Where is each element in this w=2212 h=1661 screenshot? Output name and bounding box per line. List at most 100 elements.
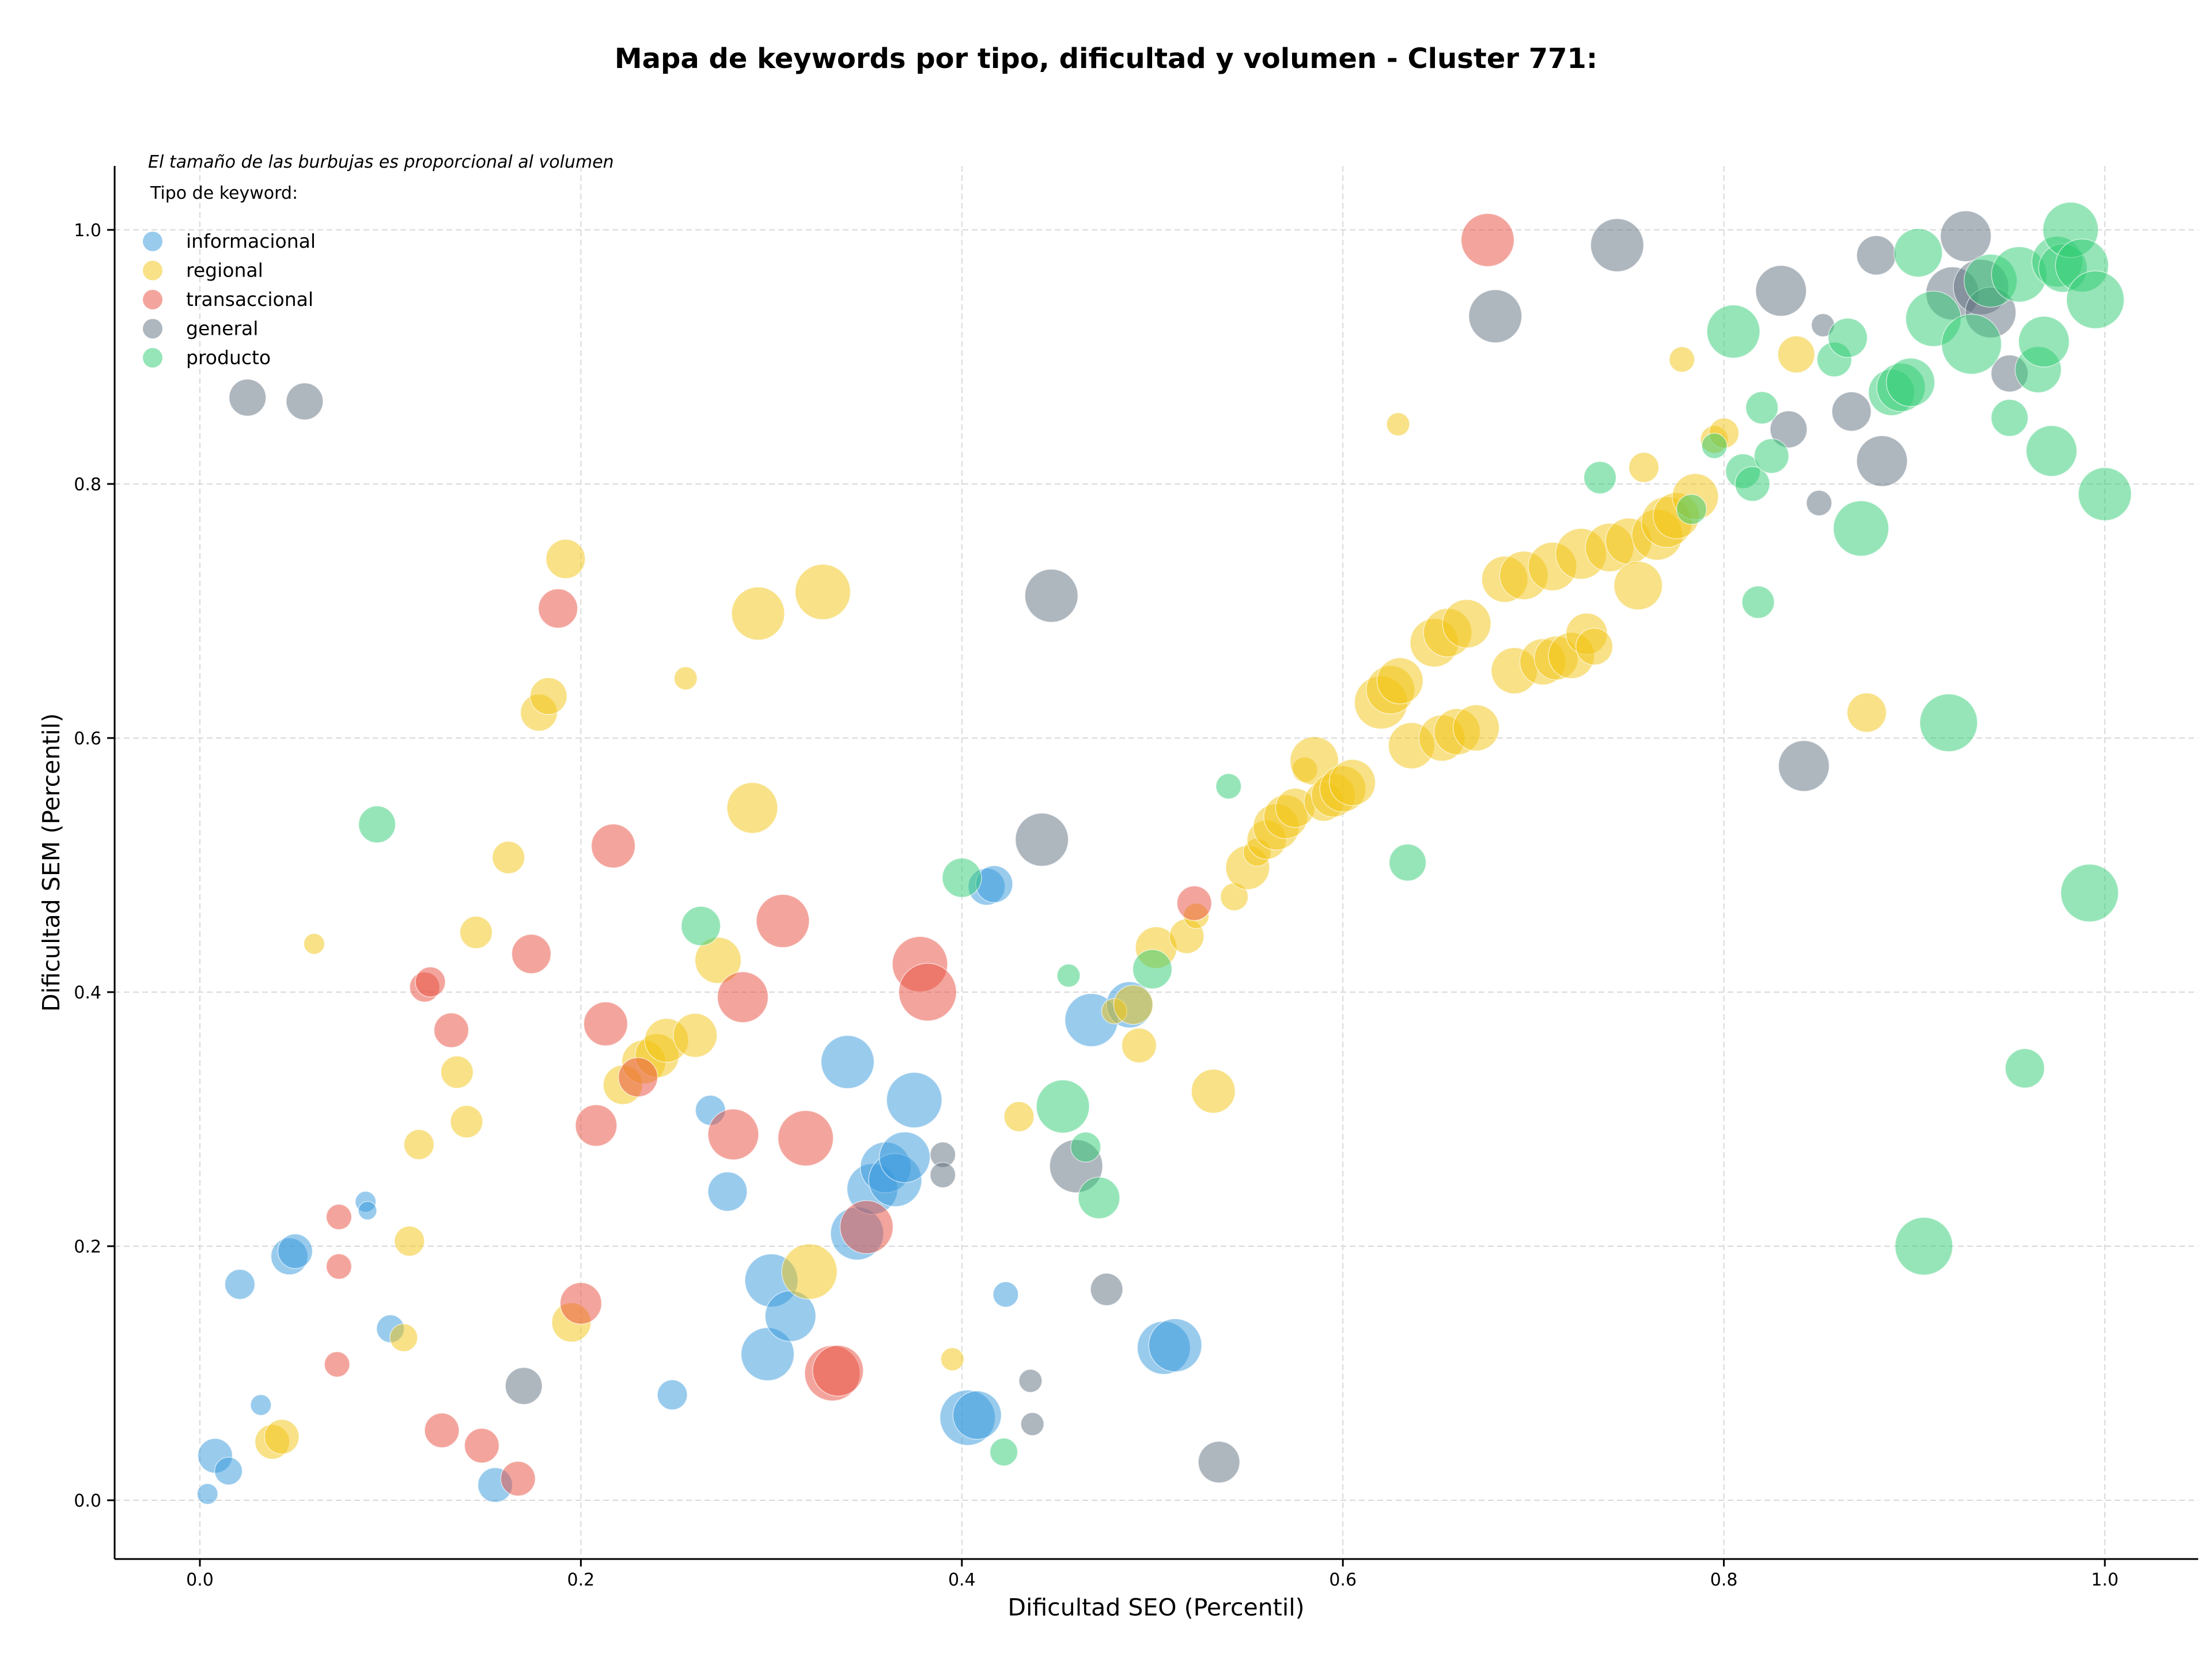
data-point-producto: [989, 1437, 1018, 1466]
data-point-regional: [1328, 759, 1376, 806]
legend-label-regional: regional: [186, 259, 263, 282]
y-tick-label: 0.6: [74, 729, 101, 749]
data-point-transaccional: [415, 966, 446, 998]
data-point-transaccional: [464, 1428, 500, 1463]
legend-label-general: general: [186, 317, 258, 340]
data-point-producto: [358, 805, 396, 843]
data-point-producto: [1832, 500, 1889, 557]
data-point-general: [1940, 210, 1992, 262]
data-point-transaccional: [511, 934, 552, 974]
data-point-transaccional: [583, 1001, 628, 1046]
data-point-transaccional: [1460, 213, 1515, 267]
legend-label-producto: producto: [186, 346, 271, 369]
data-point-informacional: [1148, 1318, 1202, 1372]
x-tick-label: 0.2: [567, 1570, 595, 1590]
data-points: [196, 202, 2132, 1505]
data-point-general: [929, 1161, 956, 1189]
data-point-regional: [673, 666, 698, 691]
data-point-producto: [1734, 466, 1770, 502]
data-point-regional: [1575, 627, 1613, 665]
data-point-general: [1806, 490, 1832, 516]
data-point-producto: [1990, 399, 2029, 437]
chart-title: Mapa de keywords por tipo, dificultad y …: [615, 43, 1597, 75]
data-point-producto: [680, 906, 721, 947]
legend-marker-regional: [143, 260, 162, 281]
data-point-producto: [2066, 270, 2125, 330]
data-point-informacional: [975, 865, 1013, 903]
data-point-informacional: [886, 1072, 942, 1129]
y-tick-label: 0.0: [74, 1491, 101, 1511]
data-point-producto: [1706, 304, 1760, 359]
data-point-informacional: [657, 1379, 688, 1410]
data-point-producto: [1132, 949, 1173, 990]
data-point-transaccional: [618, 1057, 658, 1098]
y-tick-label: 0.8: [74, 475, 101, 495]
data-point-transaccional: [537, 588, 578, 629]
data-point-regional: [1191, 1069, 1236, 1114]
data-point-transaccional: [424, 1412, 460, 1448]
data-point-regional: [546, 539, 586, 579]
legend-marker-transaccional: [143, 290, 162, 309]
data-point-producto: [1893, 228, 1943, 278]
data-point-producto: [1895, 1217, 1953, 1276]
data-point-regional: [459, 915, 493, 949]
legend-title: Tipo de keyword:: [150, 183, 298, 203]
data-point-producto: [942, 857, 982, 898]
data-point-producto: [1056, 963, 1081, 988]
data-point-producto: [1701, 433, 1728, 459]
data-point-transaccional: [1176, 885, 1213, 921]
data-point-transaccional: [325, 1204, 353, 1231]
y-tick-label: 0.2: [74, 1237, 101, 1257]
data-point-informacional: [214, 1456, 243, 1486]
data-point-transaccional: [756, 894, 810, 948]
data-point-transaccional: [590, 823, 636, 869]
data-point-producto: [2025, 425, 2078, 477]
data-point-informacional: [250, 1394, 272, 1416]
data-point-regional: [1452, 704, 1500, 752]
data-point-transaccional: [717, 971, 769, 1023]
data-point-regional: [694, 937, 742, 984]
data-point-producto: [2018, 316, 2070, 368]
data-point-regional: [1003, 1101, 1035, 1132]
data-point-regional: [303, 933, 325, 955]
data-point-regional: [1613, 561, 1663, 611]
data-point-general: [1856, 235, 1896, 275]
data-point-general: [1018, 1368, 1043, 1393]
data-point-general: [1090, 1273, 1123, 1306]
data-point-regional: [1669, 346, 1695, 373]
data-point-regional: [1113, 985, 1154, 1025]
data-point-informacional: [820, 1035, 875, 1089]
data-point-producto: [1388, 843, 1427, 881]
data-point-producto: [1215, 773, 1242, 800]
grid: [115, 166, 2198, 1559]
data-point-general: [505, 1367, 543, 1405]
data-point-informacional: [358, 1201, 377, 1221]
data-point-producto: [2078, 467, 2132, 521]
data-point-regional: [491, 841, 525, 875]
data-point-general: [1770, 410, 1808, 448]
data-point-producto: [1827, 317, 1868, 358]
x-tick-label: 1.0: [2091, 1570, 2119, 1590]
legend-marker-general: [143, 319, 162, 339]
data-point-regional: [394, 1225, 425, 1257]
data-point-producto: [1885, 357, 1936, 407]
legend-marker-informacional: [143, 232, 162, 251]
data-point-regional: [403, 1129, 435, 1160]
y-axis-label: Dificultad SEM (Percentil): [37, 713, 65, 1012]
y-tick-label: 1.0: [74, 221, 101, 241]
data-point-regional: [1628, 452, 1660, 483]
data-point-producto: [1676, 494, 1707, 525]
data-point-regional: [940, 1347, 965, 1371]
y-tick-label: 0.4: [74, 983, 101, 1003]
data-point-regional: [673, 1013, 718, 1058]
data-point-regional: [450, 1105, 483, 1138]
data-point-producto: [1078, 1176, 1120, 1219]
data-point-regional: [1386, 412, 1410, 437]
data-point-informacional: [993, 1281, 1019, 1308]
data-point-general: [1014, 812, 1069, 867]
legend-label-transaccional: transaccional: [186, 288, 313, 311]
data-point-producto: [1036, 1079, 1090, 1134]
data-point-informacional: [277, 1234, 313, 1269]
data-point-general: [286, 382, 324, 421]
